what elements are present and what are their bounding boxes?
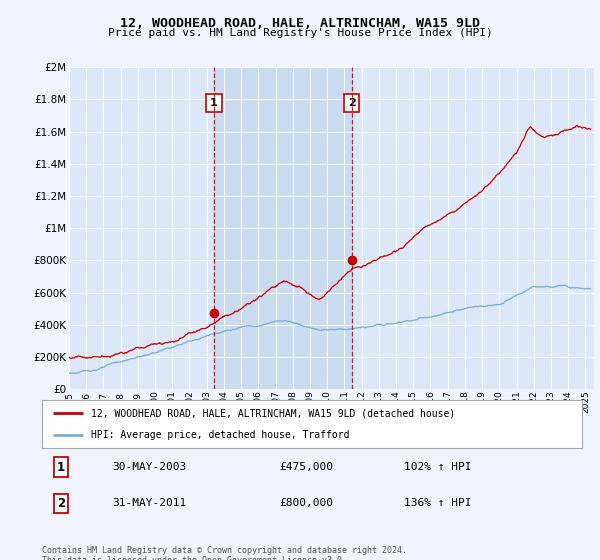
- Text: HPI: Average price, detached house, Trafford: HPI: Average price, detached house, Traf…: [91, 430, 349, 440]
- Text: £800,000: £800,000: [280, 498, 334, 508]
- Text: Contains HM Land Registry data © Crown copyright and database right 2024.
This d: Contains HM Land Registry data © Crown c…: [42, 546, 407, 560]
- Text: 2: 2: [348, 97, 356, 108]
- Text: £475,000: £475,000: [280, 462, 334, 472]
- Bar: [214, 67, 352, 389]
- Text: 2: 2: [57, 497, 65, 510]
- Text: 30-MAY-2003: 30-MAY-2003: [112, 462, 187, 472]
- Text: 31-MAY-2011: 31-MAY-2011: [112, 498, 187, 508]
- Text: 102% ↑ HPI: 102% ↑ HPI: [404, 462, 472, 472]
- Text: 12, WOODHEAD ROAD, HALE, ALTRINCHAM, WA15 9LD (detached house): 12, WOODHEAD ROAD, HALE, ALTRINCHAM, WA1…: [91, 408, 455, 418]
- Text: 12, WOODHEAD ROAD, HALE, ALTRINCHAM, WA15 9LD: 12, WOODHEAD ROAD, HALE, ALTRINCHAM, WA1…: [120, 17, 480, 30]
- Text: 136% ↑ HPI: 136% ↑ HPI: [404, 498, 472, 508]
- Text: Price paid vs. HM Land Registry's House Price Index (HPI): Price paid vs. HM Land Registry's House …: [107, 28, 493, 38]
- Text: 1: 1: [57, 460, 65, 474]
- Text: 1: 1: [210, 97, 218, 108]
